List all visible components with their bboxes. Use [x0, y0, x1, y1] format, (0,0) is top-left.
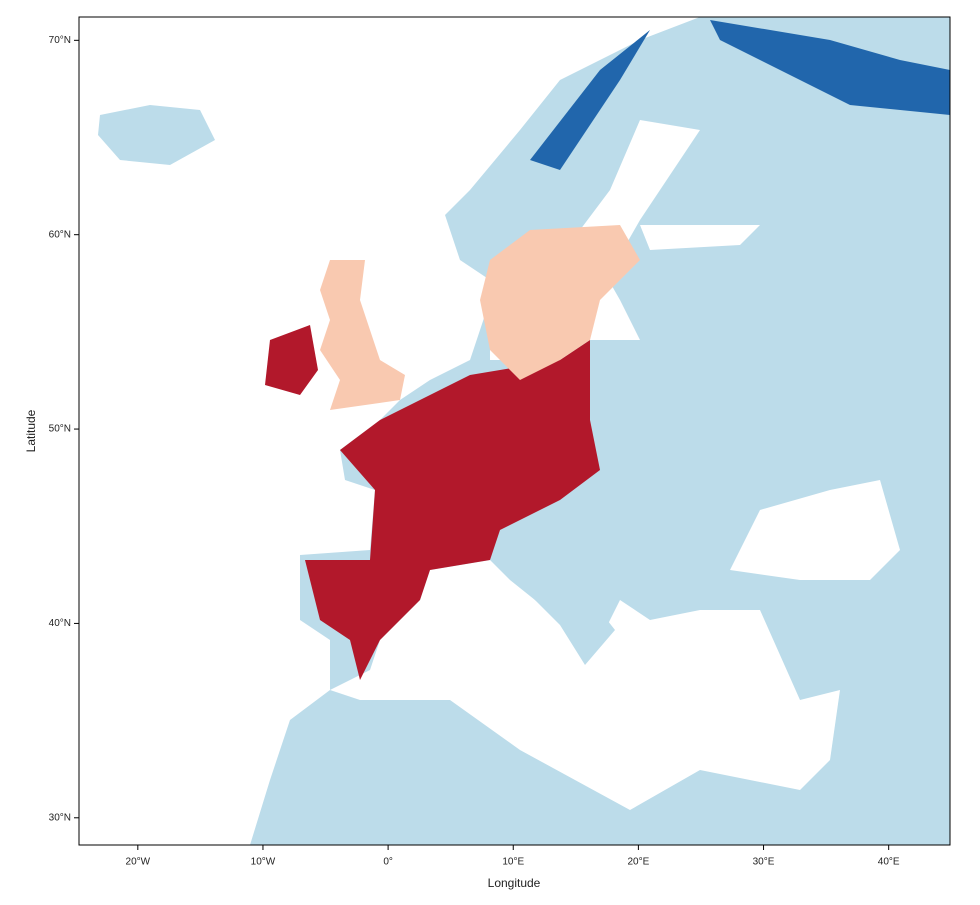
region-low-norway [530, 30, 650, 170]
atlantic [79, 17, 700, 845]
map-area [78, 16, 951, 846]
plot-frame [78, 16, 951, 846]
y-tick-label: 30°N [49, 812, 71, 823]
region-high [305, 340, 600, 680]
x-tick-label: 40°E [878, 857, 900, 868]
y-tick-label: 60°N [49, 229, 71, 240]
x-tick-label: 20°W [126, 857, 151, 868]
black-sea [730, 480, 900, 580]
region-low-kola [710, 20, 950, 115]
y-axis-label: Latitude [24, 409, 38, 452]
axes: 20°W 10°W 0° 10°E 20°E 30°E 40°E 30°N 40°N 50°N 60… [49, 35, 900, 868]
region-mid [480, 225, 640, 380]
italy [490, 520, 615, 665]
mediterranean [330, 560, 840, 810]
britain [320, 260, 405, 410]
y-tick-label: 40°N [49, 618, 71, 629]
ireland [265, 325, 318, 395]
y-tick-label: 50°N [49, 424, 71, 435]
x-tick-label: 20°E [627, 857, 649, 868]
x-tick-label: 10°E [502, 857, 524, 868]
x-tick-label: 0° [383, 857, 393, 868]
x-tick-label: 30°E [753, 857, 775, 868]
iceland [98, 105, 215, 165]
y-tick-label: 70°N [49, 35, 71, 46]
x-tick-label: 10°W [251, 857, 276, 868]
x-axis-label: Longitude [488, 876, 541, 890]
